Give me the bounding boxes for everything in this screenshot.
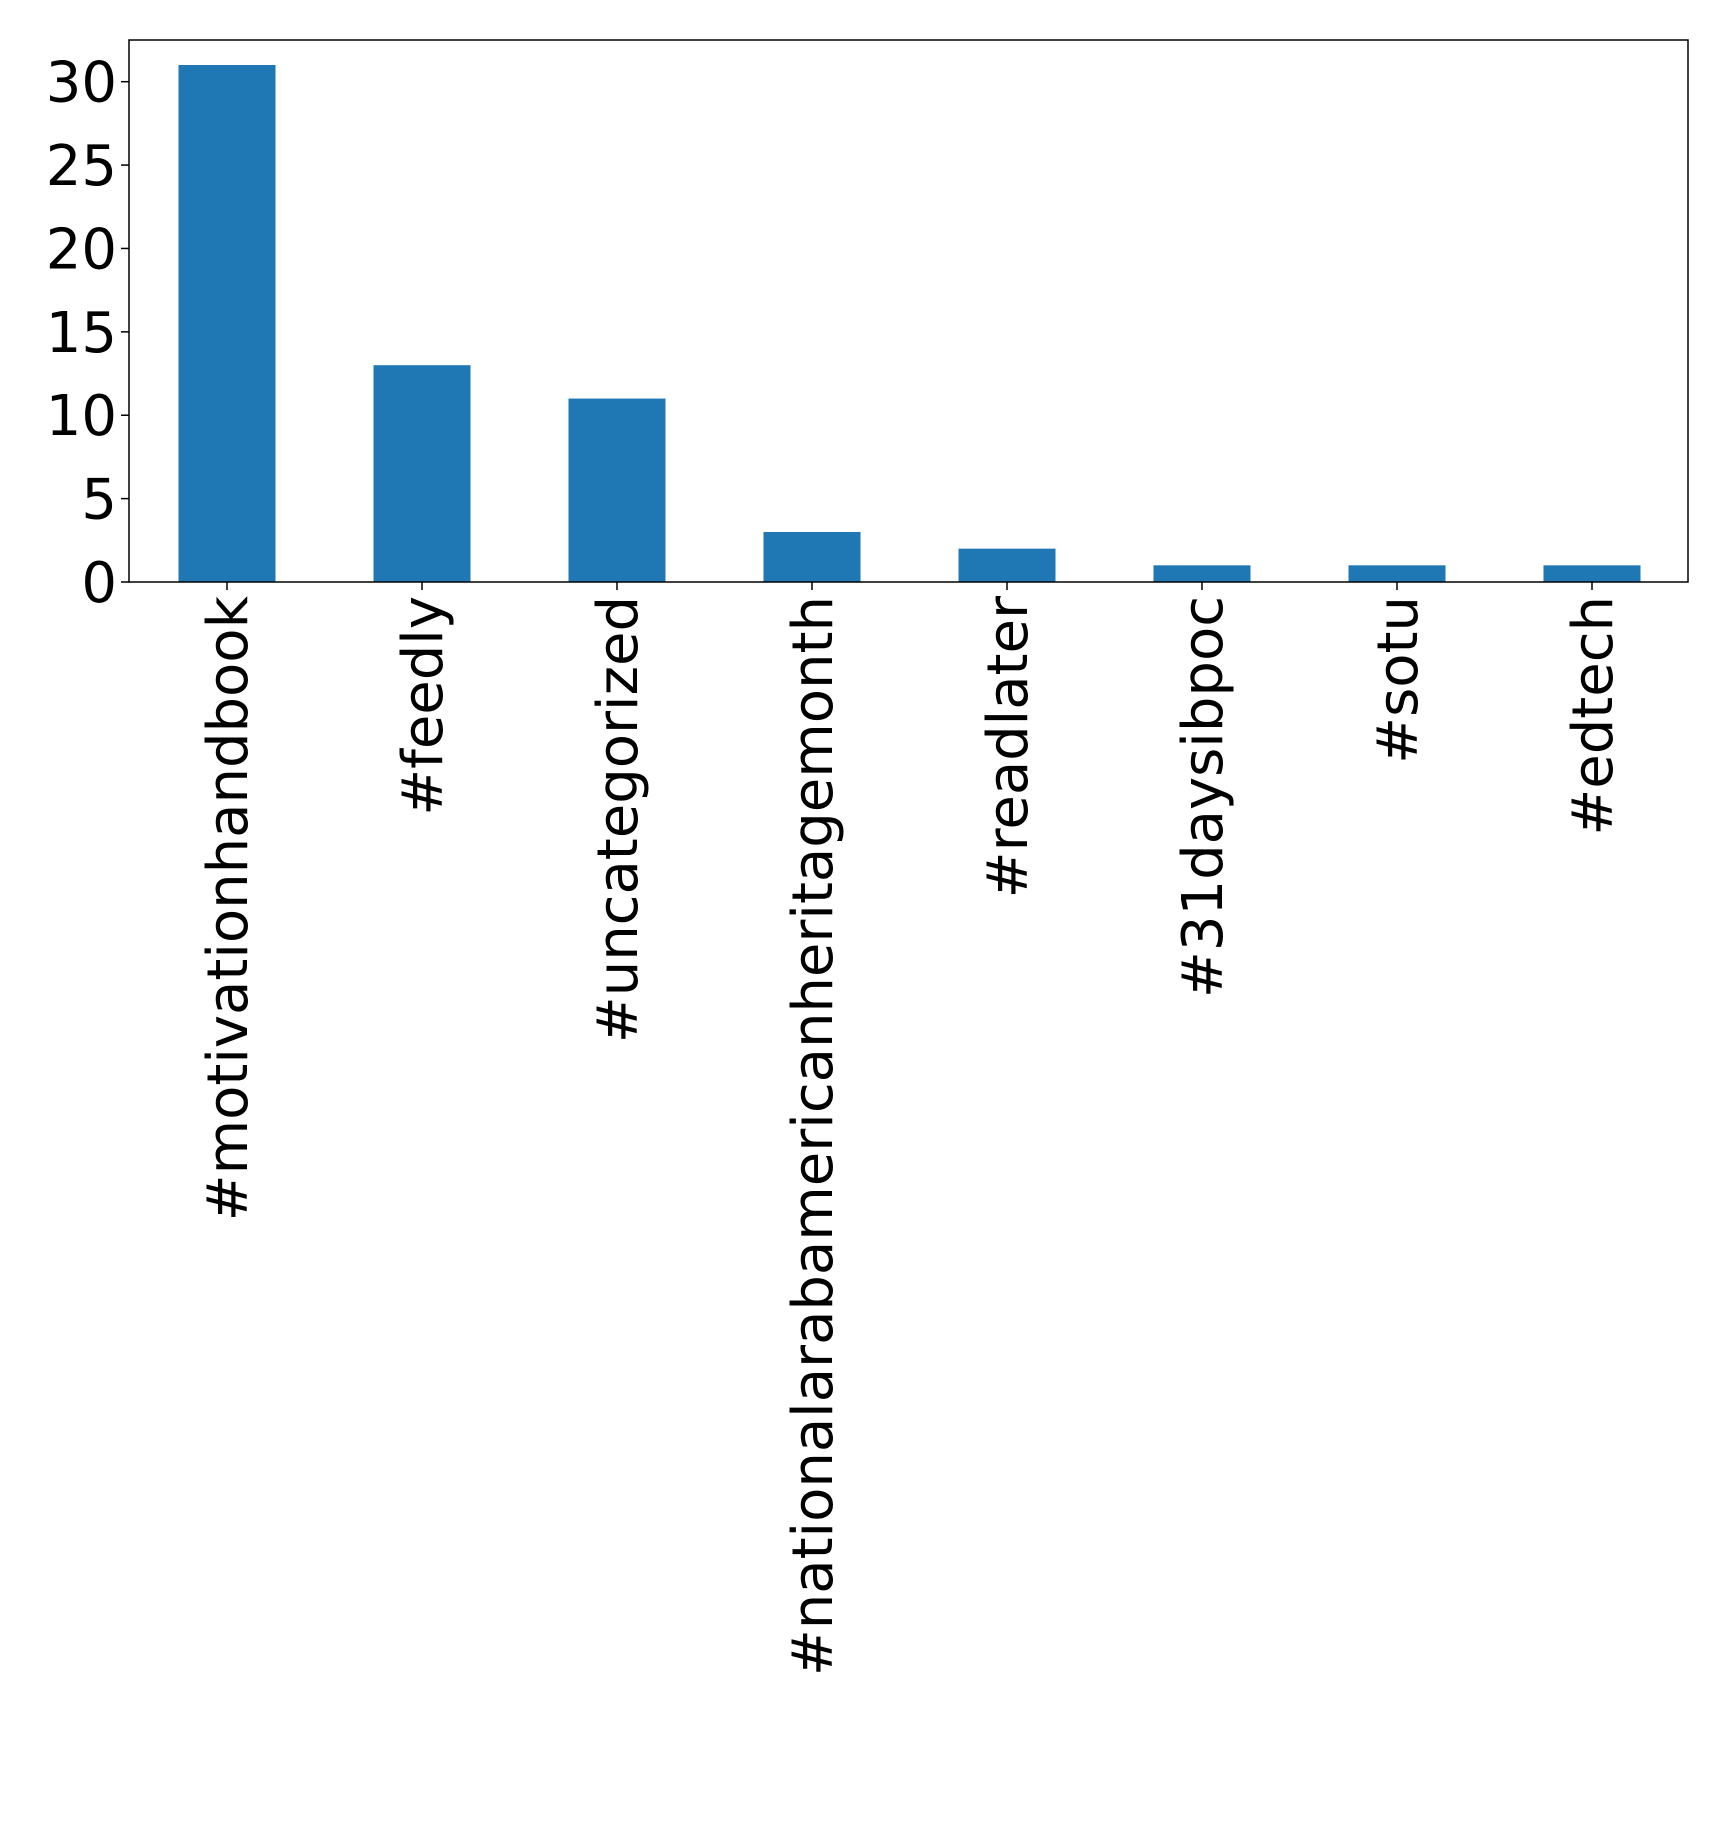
x-tick-label: #nationalarabamericanheritagemonth [781, 596, 846, 1676]
y-tick-label: 10 [46, 384, 117, 449]
plot-frame [128, 39, 1689, 583]
x-tick-label: #feedly [391, 596, 456, 816]
y-axis: 0 5 10 15 20 25 30 [46, 51, 129, 616]
bar-3 [763, 531, 861, 582]
y-tick-label: 5 [81, 468, 117, 533]
bars-group [178, 65, 1641, 582]
y-tick-label: 30 [46, 51, 117, 116]
bar-0 [178, 65, 276, 582]
x-tick-label: #motivationhandbook [196, 595, 261, 1221]
x-axis: #motivationhandbook #feedly #uncategorized… [196, 582, 1626, 1676]
x-tick-label: #edtech [1561, 596, 1626, 836]
y-tick-label: 20 [46, 217, 117, 282]
y-tick-label: 25 [46, 134, 117, 199]
bar-6 [1348, 565, 1446, 582]
bar-2 [568, 398, 666, 582]
x-tick-label: #31daysibpoc [1171, 596, 1236, 998]
y-tick-label: 0 [81, 551, 117, 616]
bar-7 [1543, 565, 1641, 582]
x-tick-label: #uncategorized [586, 596, 651, 1043]
bar-1 [373, 365, 471, 582]
x-tick-label: #sotu [1366, 596, 1431, 764]
x-tick-label: #readlater [976, 595, 1041, 898]
y-tick-label: 15 [46, 301, 117, 366]
bar-5 [1153, 565, 1251, 582]
bar-4 [958, 548, 1056, 582]
